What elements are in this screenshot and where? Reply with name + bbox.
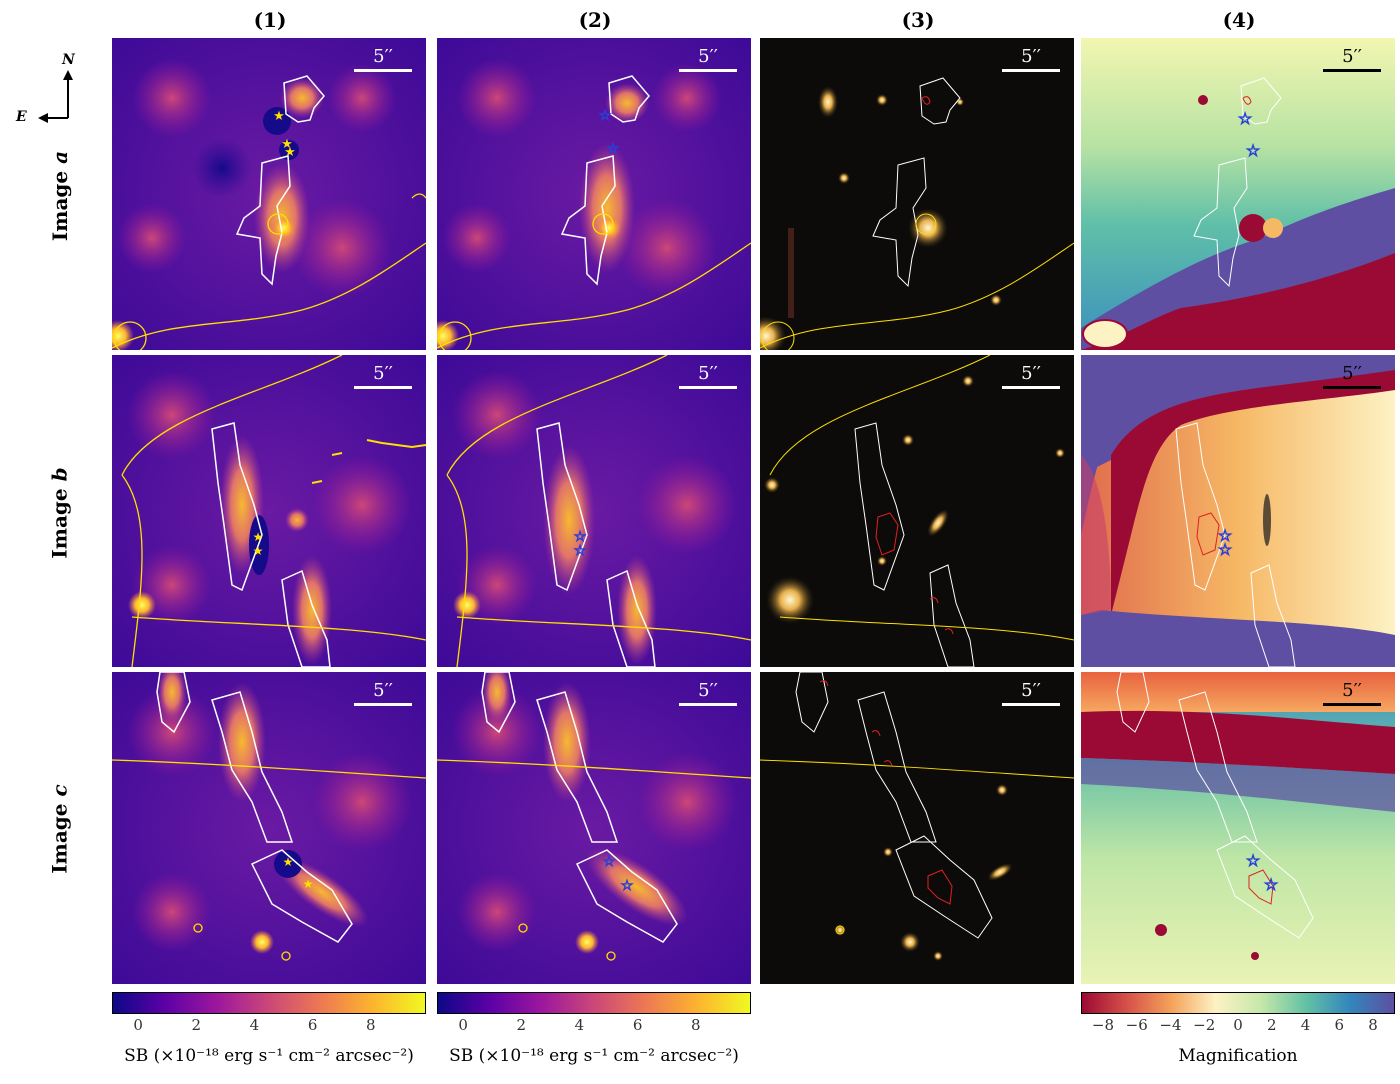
colorbar-tick-label: 0 (458, 1016, 468, 1034)
row-title-c: Image c (48, 784, 72, 874)
scalebar: 5′′ (354, 363, 412, 389)
colorbar-tick-label: 2 (516, 1016, 527, 1034)
source-star-icon: ★ (284, 145, 296, 160)
column-title-3: (3) (901, 8, 935, 32)
panel-b-1: ★ ★ 5′′ (112, 355, 426, 667)
colorbar-ticks-2: 0 2 4 6 8 (437, 1016, 751, 1036)
colorbar-tick-label: 0 (1233, 1016, 1243, 1034)
colorbar-label-1: SB (×10⁻¹⁸ erg s⁻¹ cm⁻² arcsec⁻²) (124, 1046, 414, 1066)
panel-a-1: ★ ★ ★ 5′′ (112, 38, 426, 350)
row-title-b: Image b (48, 467, 73, 559)
colorbar-tick-label: −2 (1193, 1016, 1216, 1034)
source-star-icon: ☆ (1264, 875, 1278, 894)
colorbar-magnification (1081, 992, 1395, 1014)
scalebar: 5′′ (354, 46, 412, 72)
colorbar-tick-label: 4 (1300, 1016, 1311, 1034)
scalebar: 5′′ (1323, 46, 1381, 72)
colorbar-tick-label: −4 (1159, 1016, 1182, 1034)
panel-c-3: 5′′ (760, 672, 1074, 984)
colorbar-tick-label: 4 (574, 1016, 585, 1034)
colorbar-tick-label: 8 (365, 1016, 376, 1034)
compass-east-label: E (16, 109, 27, 125)
panel-b-2: ☆ ☆ 5′′ (437, 355, 751, 667)
scalebar: 5′′ (679, 680, 737, 706)
source-star-icon: ☆ (1238, 109, 1252, 128)
source-star-icon: ★ (283, 855, 294, 869)
colorbar-tick-label: 6 (307, 1016, 318, 1034)
source-star-icon: ★ (253, 544, 264, 558)
column-title-2: (2) (578, 8, 612, 32)
panel-c-2: ☆ ☆ 5′′ (437, 672, 751, 984)
scalebar: 5′′ (1323, 363, 1381, 389)
source-star-icon: ☆ (607, 141, 620, 157)
compass-north-label: N (62, 52, 75, 68)
colorbar-ticks-3: −8 −6 −4 −2 0 2 4 6 8 (1081, 1016, 1395, 1036)
source-star-icon: ★ (281, 137, 293, 152)
colorbar-tick-label: 6 (632, 1016, 643, 1034)
source-star-icon: ☆ (574, 529, 587, 545)
panel-a-2: ☆ ☆ 5′′ (437, 38, 751, 350)
colorbar-label-3: Magnification (1178, 1046, 1298, 1066)
source-star-icon: ★ (303, 877, 314, 891)
row-title-a: Image a (48, 150, 72, 242)
colorbar-sb-2 (437, 992, 751, 1014)
scalebar: 5′′ (679, 46, 737, 72)
scalebar: 5′′ (1323, 680, 1381, 706)
colorbar-tick-label: 6 (1334, 1016, 1345, 1034)
source-star-icon: ☆ (603, 854, 616, 870)
scalebar: 5′′ (1002, 680, 1060, 706)
panel-a-4: ☆ ☆ 5′′ (1081, 38, 1395, 350)
colorbar-tick-label: 8 (1368, 1016, 1378, 1034)
scalebar: 5′′ (1002, 363, 1060, 389)
scalebar: 5′′ (1002, 46, 1060, 72)
panel-b-3: 5′′ (760, 355, 1074, 667)
panel-c-4: ☆ ☆ 5′′ (1081, 672, 1395, 984)
colorbar-tick-label: 4 (249, 1016, 260, 1034)
source-star-icon: ☆ (621, 878, 634, 894)
panel-b-4: ☆ ☆ 5′′ (1081, 355, 1395, 667)
colorbar-tick-label: 2 (1266, 1016, 1277, 1034)
colorbar-tick-label: 2 (191, 1016, 202, 1034)
source-star-icon: ☆ (1218, 540, 1232, 559)
panel-c-1: ★ ★ 5′′ (112, 672, 426, 984)
column-title-4: (4) (1222, 8, 1256, 32)
source-star-icon: ☆ (1218, 526, 1232, 545)
colorbar-ticks-1: 0 2 4 6 8 (112, 1016, 426, 1036)
source-star-icon: ☆ (1246, 141, 1260, 160)
colorbar-label-2: SB (×10⁻¹⁸ erg s⁻¹ cm⁻² arcsec⁻²) (449, 1046, 739, 1066)
scalebar: 5′′ (679, 363, 737, 389)
colorbar-tick-label: −6 (1125, 1016, 1148, 1034)
source-star-icon: ☆ (1246, 851, 1260, 870)
scalebar: 5′′ (354, 680, 412, 706)
compass-north-east: N E (16, 52, 86, 128)
colorbar-tick-label: 0 (133, 1016, 143, 1034)
panel-a-3: 5′′ (760, 38, 1074, 350)
source-star-icon: ★ (253, 530, 264, 544)
colorbar-sb-1 (112, 992, 426, 1014)
source-star-icon: ★ (273, 109, 285, 124)
column-title-1: (1) (253, 8, 287, 32)
colorbar-tick-label: 8 (690, 1016, 701, 1034)
colorbar-tick-label: −8 (1091, 1016, 1114, 1034)
source-star-icon: ☆ (599, 108, 612, 124)
source-star-icon: ☆ (574, 543, 587, 559)
